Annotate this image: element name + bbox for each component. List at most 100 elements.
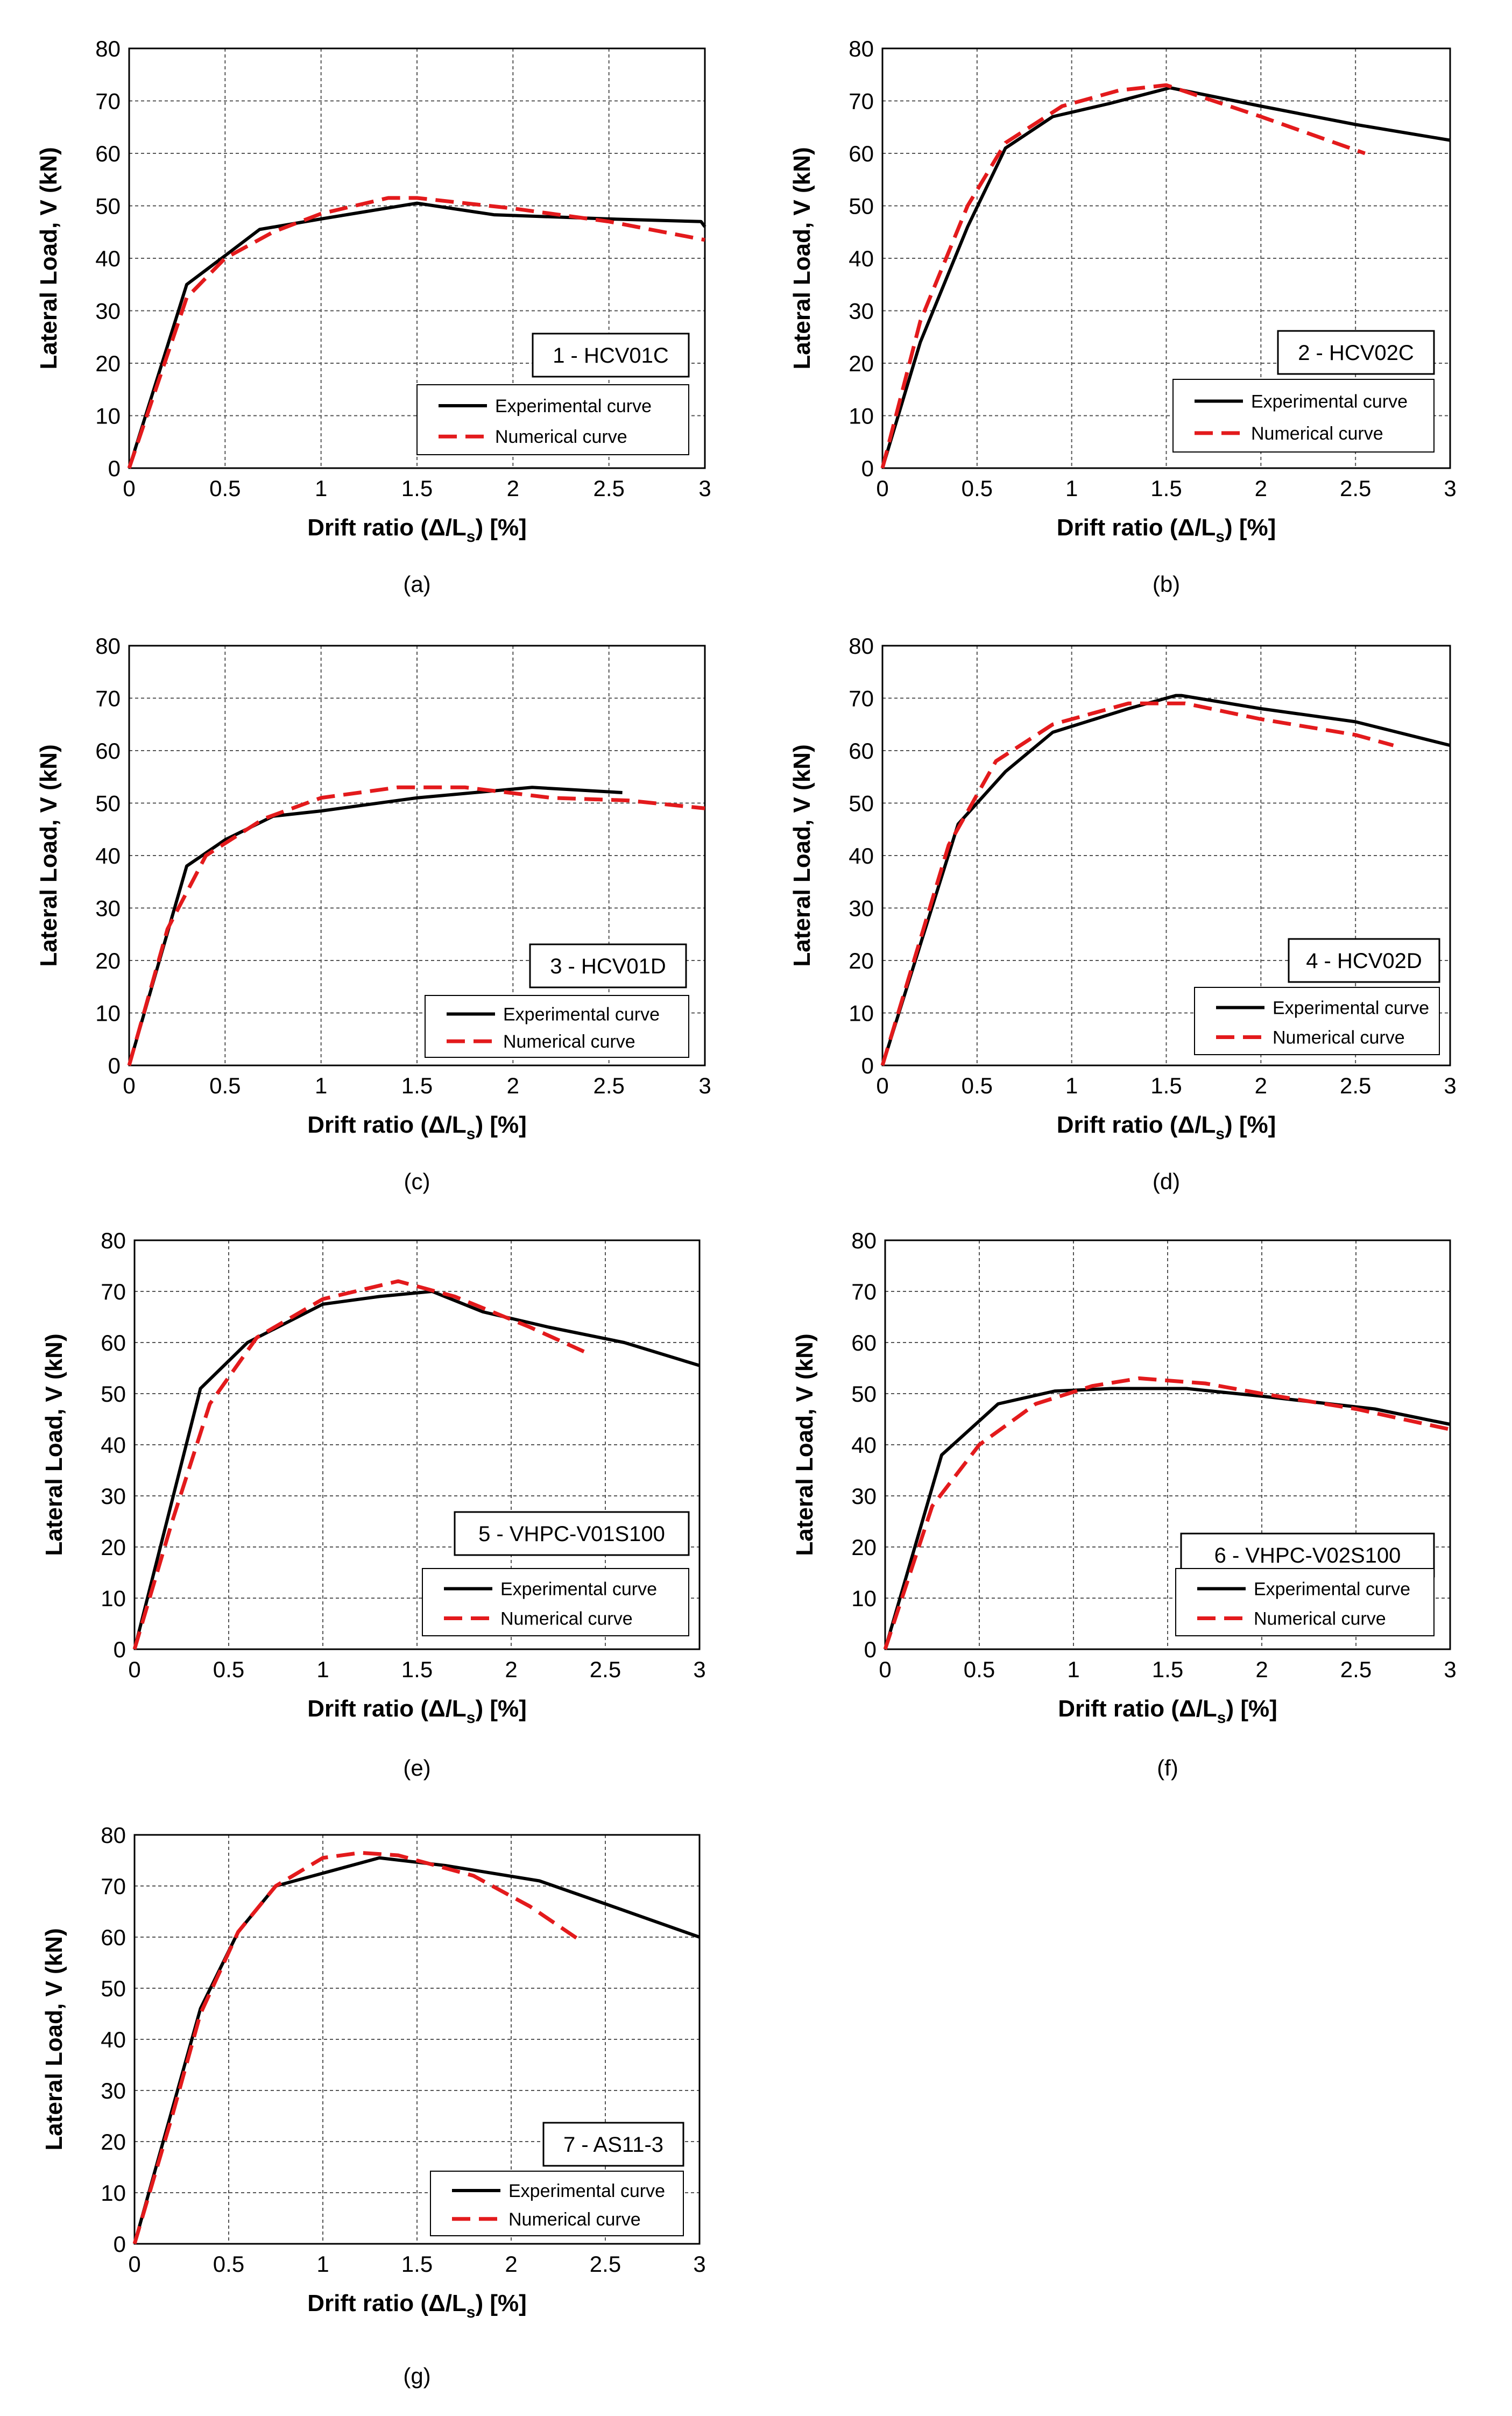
x-tick-label: 2 [1255, 1657, 1268, 1682]
y-tick-label: 40 [95, 843, 121, 868]
x-tick-label: 3 [1444, 476, 1456, 501]
x-axis-label-end: ) [%] [475, 1112, 526, 1138]
x-axis-label: Drift ratio (Δ/Ls) [%] [307, 1112, 527, 1143]
y-tick-label: 10 [101, 2180, 126, 2206]
x-tick-label: 0 [128, 2251, 140, 2277]
x-axis-label-main: Drift ratio (Δ/L [307, 1112, 467, 1138]
experimental-curve [881, 86, 1451, 469]
x-tick-label: 1.5 [401, 476, 433, 501]
y-axis-label: Lateral Load, V (kN) [789, 744, 815, 966]
specimen-label: 4 - HCV02D [1306, 949, 1422, 973]
specimen-label: 1 - HCV01C [553, 344, 669, 368]
y-tick-label: 20 [95, 351, 121, 376]
y-tick-label: 40 [101, 1432, 126, 1458]
y-tick-label: 30 [95, 896, 121, 921]
x-tick-label: 2.5 [593, 1073, 624, 1098]
plot-frame [884, 1239, 1451, 1650]
y-tick-label: 50 [849, 194, 874, 219]
x-axis-label-main: Drift ratio (Δ/L [1057, 1112, 1216, 1138]
x-tick-label: 1 [316, 1657, 329, 1682]
y-tick-label: 30 [851, 1483, 877, 1509]
y-tick-label: 40 [849, 843, 874, 868]
x-axis-label-main: Drift ratio (Δ/L [1058, 1696, 1217, 1722]
x-tick-label: 3 [1444, 1073, 1456, 1098]
y-tick-label: 40 [95, 246, 121, 271]
x-tick-label: 1.5 [1150, 1073, 1182, 1098]
x-axis-label-sub: s [1216, 528, 1225, 546]
plot-frame [128, 47, 706, 469]
x-tick-label: 2.5 [1340, 1073, 1371, 1098]
legend-box [416, 384, 689, 455]
y-tick-label: 0 [114, 2231, 126, 2257]
legend-box [1194, 987, 1440, 1055]
experimental-curve [128, 786, 623, 1066]
x-tick-label: 2.5 [593, 476, 624, 501]
y-tick-label: 70 [849, 89, 874, 114]
plot-frame [133, 1239, 701, 1650]
legend-numerical-label: Numerical curve [1254, 1609, 1386, 1629]
y-tick-label: 80 [95, 36, 121, 61]
y-tick-label: 80 [849, 633, 874, 659]
x-axis-label-main: Drift ratio (Δ/L [307, 514, 467, 541]
legend-numerical-label: Numerical curve [1251, 423, 1383, 444]
y-tick-label: 20 [101, 2129, 126, 2154]
numerical-curve [880, 83, 1366, 469]
legend-box [425, 995, 689, 1058]
y-tick-label: 50 [101, 1976, 126, 2001]
legend-box [422, 1568, 689, 1636]
y-tick-label: 50 [101, 1381, 126, 1407]
x-axis-label-main: Drift ratio (Δ/L [307, 1696, 467, 1722]
y-axis-label: Lateral Load, V (kN) [789, 147, 815, 369]
specimen-label-box [532, 333, 690, 378]
x-axis-label-main: Drift ratio (Δ/L [1057, 514, 1216, 541]
x-tick-label: 1 [1067, 1657, 1079, 1682]
legend-numerical-label: Numerical curve [508, 2209, 641, 2230]
x-axis-label-end: ) [%] [475, 514, 526, 541]
y-tick-label: 0 [108, 456, 121, 481]
x-tick-label: 3 [698, 476, 711, 501]
x-axis-label: Drift ratio (Δ/Ls) [%] [1057, 514, 1276, 546]
specimen-label-box [1277, 330, 1435, 375]
x-tick-label: 0 [876, 1073, 888, 1098]
y-tick-label: 40 [851, 1432, 877, 1458]
x-axis-label-sub: s [467, 2304, 476, 2321]
legend-box [1172, 379, 1435, 453]
x-tick-label: 1.5 [1152, 1657, 1183, 1682]
legend-experimental-label: Experimental curve [495, 396, 652, 416]
y-tick-label: 30 [101, 1483, 126, 1509]
x-tick-label: 3 [698, 1073, 711, 1098]
x-tick-label: 2.5 [590, 1657, 621, 1682]
x-tick-label: 0 [879, 1657, 891, 1682]
y-tick-label: 40 [101, 2027, 126, 2052]
x-tick-label: 0.5 [962, 1073, 993, 1098]
panel-caption: (a) [403, 571, 430, 597]
x-tick-label: 0.5 [964, 1657, 995, 1682]
y-axis-label: Lateral Load, V (kN) [792, 1333, 818, 1556]
y-axis-label: Lateral Load, V (kN) [36, 744, 62, 966]
numerical-curve [132, 1279, 588, 1650]
y-tick-label: 20 [849, 351, 874, 376]
x-tick-label: 0 [128, 1657, 140, 1682]
y-tick-label: 0 [861, 1053, 874, 1078]
x-tick-label: 2.5 [1340, 1657, 1372, 1682]
y-tick-label: 60 [95, 141, 121, 166]
panel-caption: (f) [1157, 1755, 1178, 1781]
y-tick-label: 0 [861, 456, 874, 481]
y-tick-label: 10 [849, 1001, 874, 1026]
y-tick-label: 80 [849, 36, 874, 61]
legend-box [430, 2171, 684, 2236]
y-tick-label: 10 [95, 404, 121, 429]
y-tick-label: 60 [849, 141, 874, 166]
y-tick-label: 70 [101, 1279, 126, 1304]
legend-experimental-label: Experimental curve [1273, 998, 1429, 1019]
panel-caption: (d) [1153, 1169, 1180, 1194]
panel-caption: (e) [403, 1755, 430, 1781]
y-tick-label: 10 [95, 1001, 121, 1026]
